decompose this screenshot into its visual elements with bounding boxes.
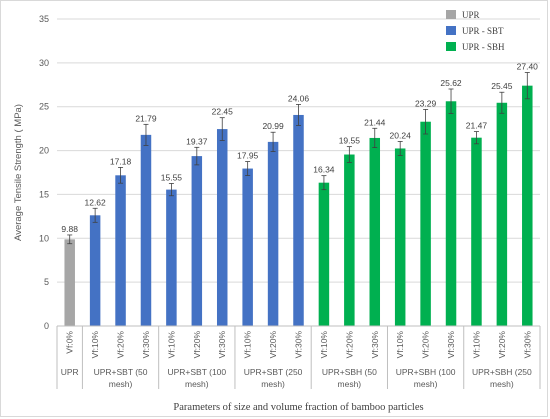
x-group-label-line: mesh): [338, 379, 362, 389]
x-category-label: Vf:30%: [294, 331, 304, 359]
y-tick-label: 10: [39, 233, 49, 243]
x-category-label: Vf:0%: [65, 331, 75, 354]
x-group-label: UPR+SBT (50 mesh): [94, 367, 148, 389]
legend-swatch: [446, 26, 456, 35]
x-group-label-line: UPR+SBH (250: [472, 367, 532, 377]
bar-upr-sbt-100-mesh--2: [216, 129, 228, 326]
x-group-label-line: mesh): [109, 379, 133, 389]
bar-upr-sbh-50-mesh--1: [344, 154, 355, 326]
x-category-label: Vf:30%: [217, 331, 227, 359]
x-group-label-line: mesh): [490, 379, 514, 389]
bar-upr-sbh-250-mesh--0: [471, 137, 482, 326]
data-label: 22.45: [212, 107, 234, 117]
x-group-label-line: UPR: [61, 367, 79, 377]
x-group-label-line: mesh): [414, 379, 438, 389]
bar-upr-sbt-250-mesh--1: [267, 141, 279, 326]
data-label: 20.24: [390, 130, 412, 140]
bar-upr-sbt-100-mesh--1: [191, 156, 203, 326]
x-group-label: UPR+SBT (250 mesh): [244, 367, 303, 389]
bar-upr-sbh-50-mesh--0: [318, 182, 330, 326]
data-label: 27.40: [517, 62, 539, 72]
x-category-label: Vf:30%: [446, 331, 456, 359]
x-category-label: Vf:10%: [90, 331, 100, 359]
legend-swatch: [446, 10, 456, 19]
x-group-label-line: UPR+SBH (100: [396, 367, 456, 377]
bar-upr-sbt-250-mesh--0: [242, 168, 253, 326]
bar-upr-sbt-50-mesh--0: [89, 215, 101, 326]
data-label: 24.06: [288, 93, 310, 103]
data-label: 19.55: [339, 136, 361, 146]
x-group-label: UPR+SBH (100 mesh): [396, 367, 456, 389]
data-label: 25.45: [491, 81, 513, 91]
x-group-label-line: UPR+SBT (100: [167, 367, 226, 377]
data-label: 16.34: [313, 165, 335, 175]
x-group-label: UPR: [61, 367, 79, 377]
data-label: 9.88: [61, 224, 78, 234]
y-tick-label: 0: [44, 321, 49, 331]
data-label: 21.79: [135, 113, 157, 123]
x-group-label: UPR+SBT (100 mesh): [167, 367, 226, 389]
data-label: 23.29: [415, 98, 437, 108]
legend: UPR UPR - SBT UPR - SBH: [446, 10, 505, 52]
y-tick-label: 35: [39, 14, 49, 24]
bar-upr-0: [64, 239, 75, 326]
x-group-label-line: UPR+SBH (50: [322, 367, 377, 377]
x-group-label-line: mesh): [185, 379, 209, 389]
data-label: 15.55: [161, 172, 183, 182]
bar-upr-sbh-250-mesh--1: [496, 102, 508, 326]
x-category-label: Vf:10%: [243, 331, 253, 359]
legend-label: UPR: [462, 10, 480, 20]
bar-upr-sbt-50-mesh--1: [115, 175, 126, 326]
x-category-label: Vf:10%: [471, 331, 481, 359]
x-category-label: Vf:10%: [395, 331, 405, 359]
x-category-label: Vf:30%: [141, 331, 151, 359]
y-axis-ticks: 0 5 10 15 20 25 30 35: [39, 14, 49, 331]
x-category-label: Vf:20%: [192, 331, 202, 359]
bar-upr-sbh-100-mesh--2: [445, 101, 457, 326]
x-category-label: Vf:20%: [421, 331, 431, 359]
y-tick-label: 25: [39, 102, 49, 112]
data-label: 17.18: [110, 156, 132, 166]
y-tick-label: 15: [39, 189, 49, 199]
x-group-label-line: mesh): [261, 379, 285, 389]
data-label: 20.99: [262, 121, 284, 131]
bar-upr-sbh-50-mesh--2: [369, 137, 381, 326]
legend-label: UPR - SBH: [462, 42, 505, 52]
x-group-label: UPR+SBH (50 mesh): [322, 367, 377, 389]
x-category-label: Vf:20%: [268, 331, 278, 359]
y-tick-label: 30: [39, 58, 49, 68]
bar-upr-sbh-250-mesh--2: [522, 85, 533, 326]
data-label: 12.62: [84, 197, 106, 207]
x-category-label: Vf:20%: [497, 331, 507, 359]
bar-upr-sbt-50-mesh--2: [140, 134, 152, 326]
x-group-label-line: UPR+SBT (250: [244, 367, 303, 377]
legend-swatch: [446, 42, 456, 51]
bar-upr-sbh-100-mesh--0: [394, 148, 406, 326]
data-label: 21.47: [466, 121, 488, 131]
data-label: 19.37: [186, 136, 208, 146]
x-category-label: Vf:20%: [344, 331, 354, 359]
x-axis-title: Parameters of size and volume fraction o…: [173, 402, 423, 413]
data-label: 25.62: [440, 78, 462, 88]
x-category-label: Vf:10%: [319, 331, 329, 359]
x-axis-labels: Vf:0% UPR Vf:10% Vf:20% Vf:30% UPR+SBT (50 mes…: [56, 325, 541, 389]
data-label: 17.95: [237, 151, 259, 161]
x-category-label: Vf:30%: [522, 331, 532, 359]
x-group-label-line: UPR+SBT (50: [94, 367, 148, 377]
bar-upr-sbh-100-mesh--1: [420, 121, 431, 326]
bar-upr-sbt-100-mesh--0: [166, 189, 177, 326]
x-category-label: Vf:30%: [370, 331, 380, 359]
data-label: 21.44: [364, 117, 386, 127]
y-tick-label: 20: [39, 146, 49, 156]
y-axis-title: Average Tensile Strength ( MPa): [13, 104, 24, 241]
x-group-label: UPR+SBH (250 mesh): [472, 367, 532, 389]
legend-label: UPR - SBT: [462, 26, 504, 36]
bar-upr-sbt-250-mesh--2: [293, 114, 304, 326]
x-category-label: Vf:20%: [116, 331, 126, 359]
y-tick-label: 5: [44, 277, 49, 287]
x-category-label: Vf:10%: [166, 331, 176, 359]
bars: 9.88 12.62 17.18 21.79 15.55 19.37 22.45 17.95 2…: [61, 62, 538, 326]
